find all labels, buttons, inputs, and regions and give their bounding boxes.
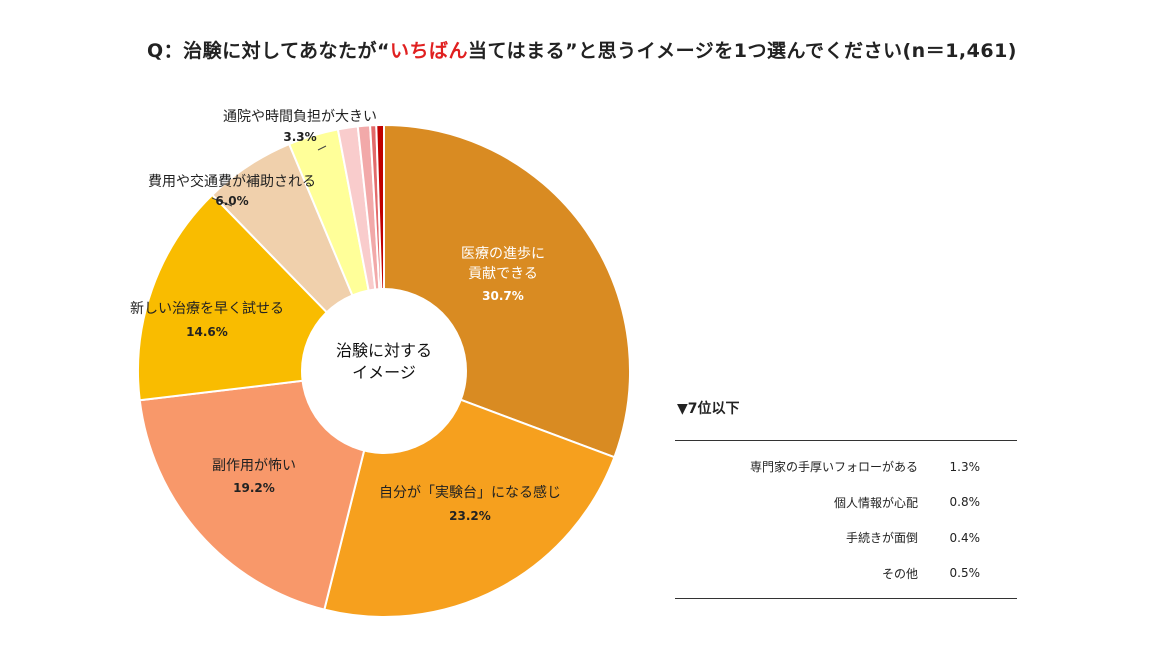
slice-label: 費用や交通費が補助される	[148, 173, 316, 190]
center-label-line2: イメージ	[352, 363, 416, 382]
slice-label: 通院や時間負担が大きい	[223, 109, 377, 125]
others-row-label: 手続きが面倒	[845, 531, 918, 546]
title-highlight: いちばん	[389, 40, 468, 62]
others-row-value: 0.5%	[949, 566, 981, 581]
others-row-label: 専門家の手厚いフォローがある	[749, 460, 918, 475]
donut-hole	[301, 288, 467, 454]
slice-percent-label: 23.2%	[449, 509, 491, 523]
slice-percent-label: 3.3%	[283, 130, 316, 144]
others-table: 専門家の手厚いフォローがある 1.3% 個人情報が心配 0.8% 手続きが面倒 …	[675, 440, 1017, 599]
others-row-label: 個人情報が心配	[833, 495, 918, 510]
title-prefix: Q：治験に対してあなたが“	[146, 40, 390, 62]
others-row: 個人情報が心配 0.8%	[675, 485, 1017, 521]
slice-percent-label: 6.0%	[215, 194, 248, 208]
others-row-value: 0.8%	[949, 495, 981, 510]
title-suffix: 当てはまる”と思うイメージを1つ選んでください(n＝1,461)	[468, 40, 1017, 62]
slice-label: 副作用が怖い	[212, 457, 296, 474]
leader-lines-group	[211, 145, 327, 207]
slice-label: 貢献できる	[468, 266, 538, 282]
leader-line	[317, 145, 327, 151]
slice-percent-label: 19.2%	[233, 481, 275, 495]
others-panel: ▼7位以下 専門家の手厚いフォローがある 1.3% 個人情報が心配 0.8% 手…	[675, 398, 1017, 599]
others-row-label: その他	[881, 566, 918, 581]
slice-label: 新しい治療を早く試せる	[130, 300, 284, 317]
chart-title: Q：治験に対してあなたが“いちばん当てはまる”と思うイメージを1つ選んでください…	[0, 36, 1164, 63]
slice-label: 自分が「実験台」になる感じ	[379, 484, 561, 501]
slice-percent-label: 30.7%	[482, 289, 524, 303]
others-row-value: 0.4%	[949, 530, 981, 545]
others-heading: ▼7位以下	[677, 401, 740, 417]
others-row: その他 0.5%	[675, 556, 1017, 592]
others-row: 専門家の手厚いフォローがある 1.3%	[675, 449, 1017, 485]
others-row: 手続きが面倒 0.4%	[675, 520, 1017, 556]
slice-label: 医療の進歩に	[461, 245, 545, 262]
slice-percent-label: 14.6%	[186, 325, 228, 339]
leader-line	[211, 197, 233, 207]
slice-3	[138, 369, 386, 611]
center-label-line1: 治験に対する	[336, 341, 432, 360]
others-row-value: 1.3%	[949, 459, 981, 474]
